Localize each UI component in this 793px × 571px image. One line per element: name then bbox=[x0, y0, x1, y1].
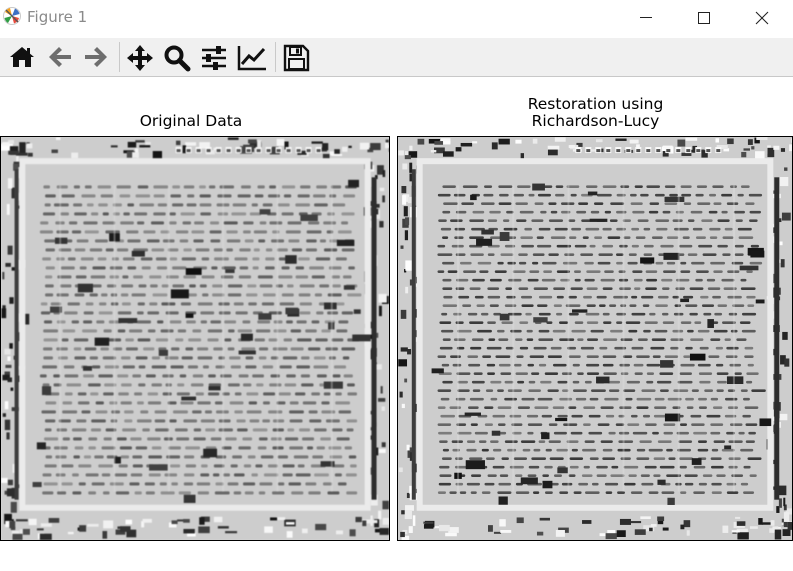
subplots-button[interactable] bbox=[197, 41, 231, 73]
zoom-magnifier-icon bbox=[164, 45, 191, 72]
left-axes-title: Original Data bbox=[139, 112, 243, 130]
pan-button[interactable] bbox=[123, 41, 157, 73]
save-button[interactable] bbox=[279, 41, 313, 73]
restored-raster bbox=[398, 137, 792, 540]
minimize-icon bbox=[640, 17, 652, 18]
home-icon bbox=[10, 47, 34, 67]
maximize-icon bbox=[698, 12, 710, 24]
figure-canvas[interactable]: Original Data Restoration using Richards… bbox=[0, 77, 793, 571]
subplots-sliders-icon bbox=[202, 46, 226, 70]
minimize-button[interactable] bbox=[617, 0, 675, 36]
back-button[interactable] bbox=[43, 41, 77, 73]
arrow-right-icon bbox=[85, 47, 107, 67]
window-title: Figure 1 bbox=[27, 8, 88, 26]
zoom-button[interactable] bbox=[160, 41, 194, 73]
home-button[interactable] bbox=[5, 41, 39, 73]
forward-button[interactable] bbox=[79, 41, 113, 73]
close-icon bbox=[755, 11, 769, 25]
original-data-raster bbox=[1, 137, 389, 540]
arrow-left-icon bbox=[49, 47, 71, 67]
close-button[interactable] bbox=[733, 0, 791, 36]
maximize-button[interactable] bbox=[675, 0, 733, 36]
customize-button[interactable] bbox=[234, 41, 268, 73]
navigation-toolbar bbox=[0, 38, 793, 77]
original-data-image bbox=[0, 136, 390, 541]
pan-move-icon bbox=[127, 45, 153, 71]
save-floppy-icon bbox=[283, 44, 310, 72]
edit-axis-chart-icon bbox=[237, 46, 266, 71]
matplotlib-logo-icon bbox=[3, 7, 21, 25]
restored-image bbox=[397, 136, 793, 541]
toolbar-separator bbox=[275, 42, 276, 72]
window-title-bar: Figure 1 bbox=[0, 0, 793, 36]
toolbar-separator bbox=[119, 42, 120, 72]
right-axes-title: Restoration using Richardson-Lucy bbox=[527, 95, 664, 130]
